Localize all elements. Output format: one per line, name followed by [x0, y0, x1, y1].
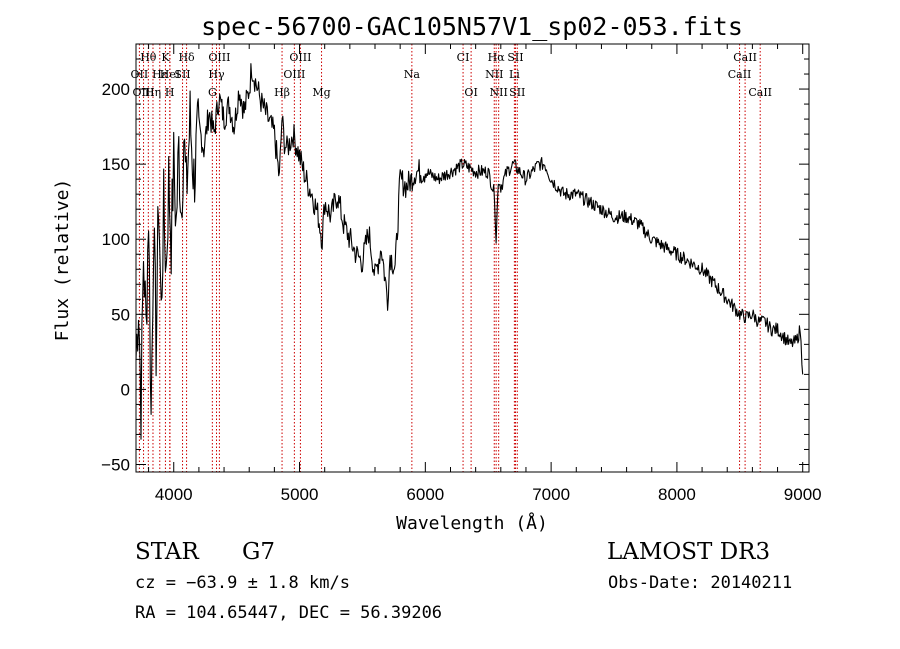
line-label: Hε: [152, 68, 168, 81]
coordinates: RA = 104.65447, DEC = 56.39206: [135, 603, 443, 623]
line-label: NII: [485, 68, 503, 81]
line-label: Hβ: [274, 86, 290, 99]
redshift-value: cz = −63.9 ± 1.8 km/s: [135, 573, 350, 593]
plot-frame: [135, 43, 810, 473]
x-axis-ticks: 4000 5000 6000 7000 8000 9000: [148, 44, 822, 504]
line-label: OIII: [208, 51, 230, 64]
line-label: CaII: [748, 86, 772, 99]
x-tick-label: 5000: [281, 485, 319, 504]
chart-title: spec-56700-GAC105N57V1_sp02-053.fits: [201, 12, 743, 41]
object-class: STAR: [135, 539, 199, 565]
y-tick-label: 100: [102, 230, 130, 249]
survey-name: LAMOST DR3: [607, 539, 771, 565]
x-tick-label: 9000: [784, 485, 822, 504]
y-axis-ticks: −50 0 50 100 150 200: [101, 58, 809, 474]
line-label: NII: [490, 86, 508, 99]
x-tick-label: 8000: [658, 485, 696, 504]
spectrum-series: [135, 63, 804, 440]
y-tick-label: 50: [111, 305, 130, 324]
line-label: G: [208, 86, 217, 99]
line-label: K: [161, 51, 170, 64]
series-line-flux: [135, 63, 804, 440]
line-label: OIII: [283, 68, 305, 81]
line-label: OI: [464, 86, 477, 99]
line-label: Hγ: [208, 68, 225, 81]
line-label: SII: [509, 86, 525, 99]
line-label: CaII: [728, 68, 752, 81]
line-label: Hη: [145, 86, 161, 99]
line-label: HeI: [160, 68, 180, 81]
x-tick-label: 6000: [406, 485, 444, 504]
line-label: Li: [509, 68, 520, 81]
y-tick-label: 0: [121, 380, 130, 399]
y-tick-label: 150: [102, 155, 130, 174]
line-label: OIII: [289, 51, 311, 64]
line-label: CaII: [733, 51, 757, 64]
line-label: CI: [457, 51, 470, 64]
y-tick-label: −50: [101, 455, 130, 474]
line-label: SII: [507, 51, 523, 64]
line-label: Hα: [488, 51, 506, 64]
line-label: Na: [404, 68, 421, 81]
x-tick-label: 7000: [532, 485, 570, 504]
line-label: H: [165, 86, 175, 99]
y-tick-label: 200: [102, 80, 130, 99]
x-axis-label: Wavelength (Å): [396, 512, 548, 534]
line-label: Hθ: [140, 51, 157, 64]
line-label: Mg: [312, 86, 330, 99]
line-label: Hδ: [178, 51, 195, 64]
line-label: SII: [174, 68, 190, 81]
subclass: G7: [242, 539, 276, 565]
x-tick-label: 4000: [155, 485, 193, 504]
line-markers: [138, 44, 761, 472]
y-axis-label: Flux (relative): [52, 179, 73, 342]
obs-date: Obs-Date: 20140211: [608, 573, 793, 593]
